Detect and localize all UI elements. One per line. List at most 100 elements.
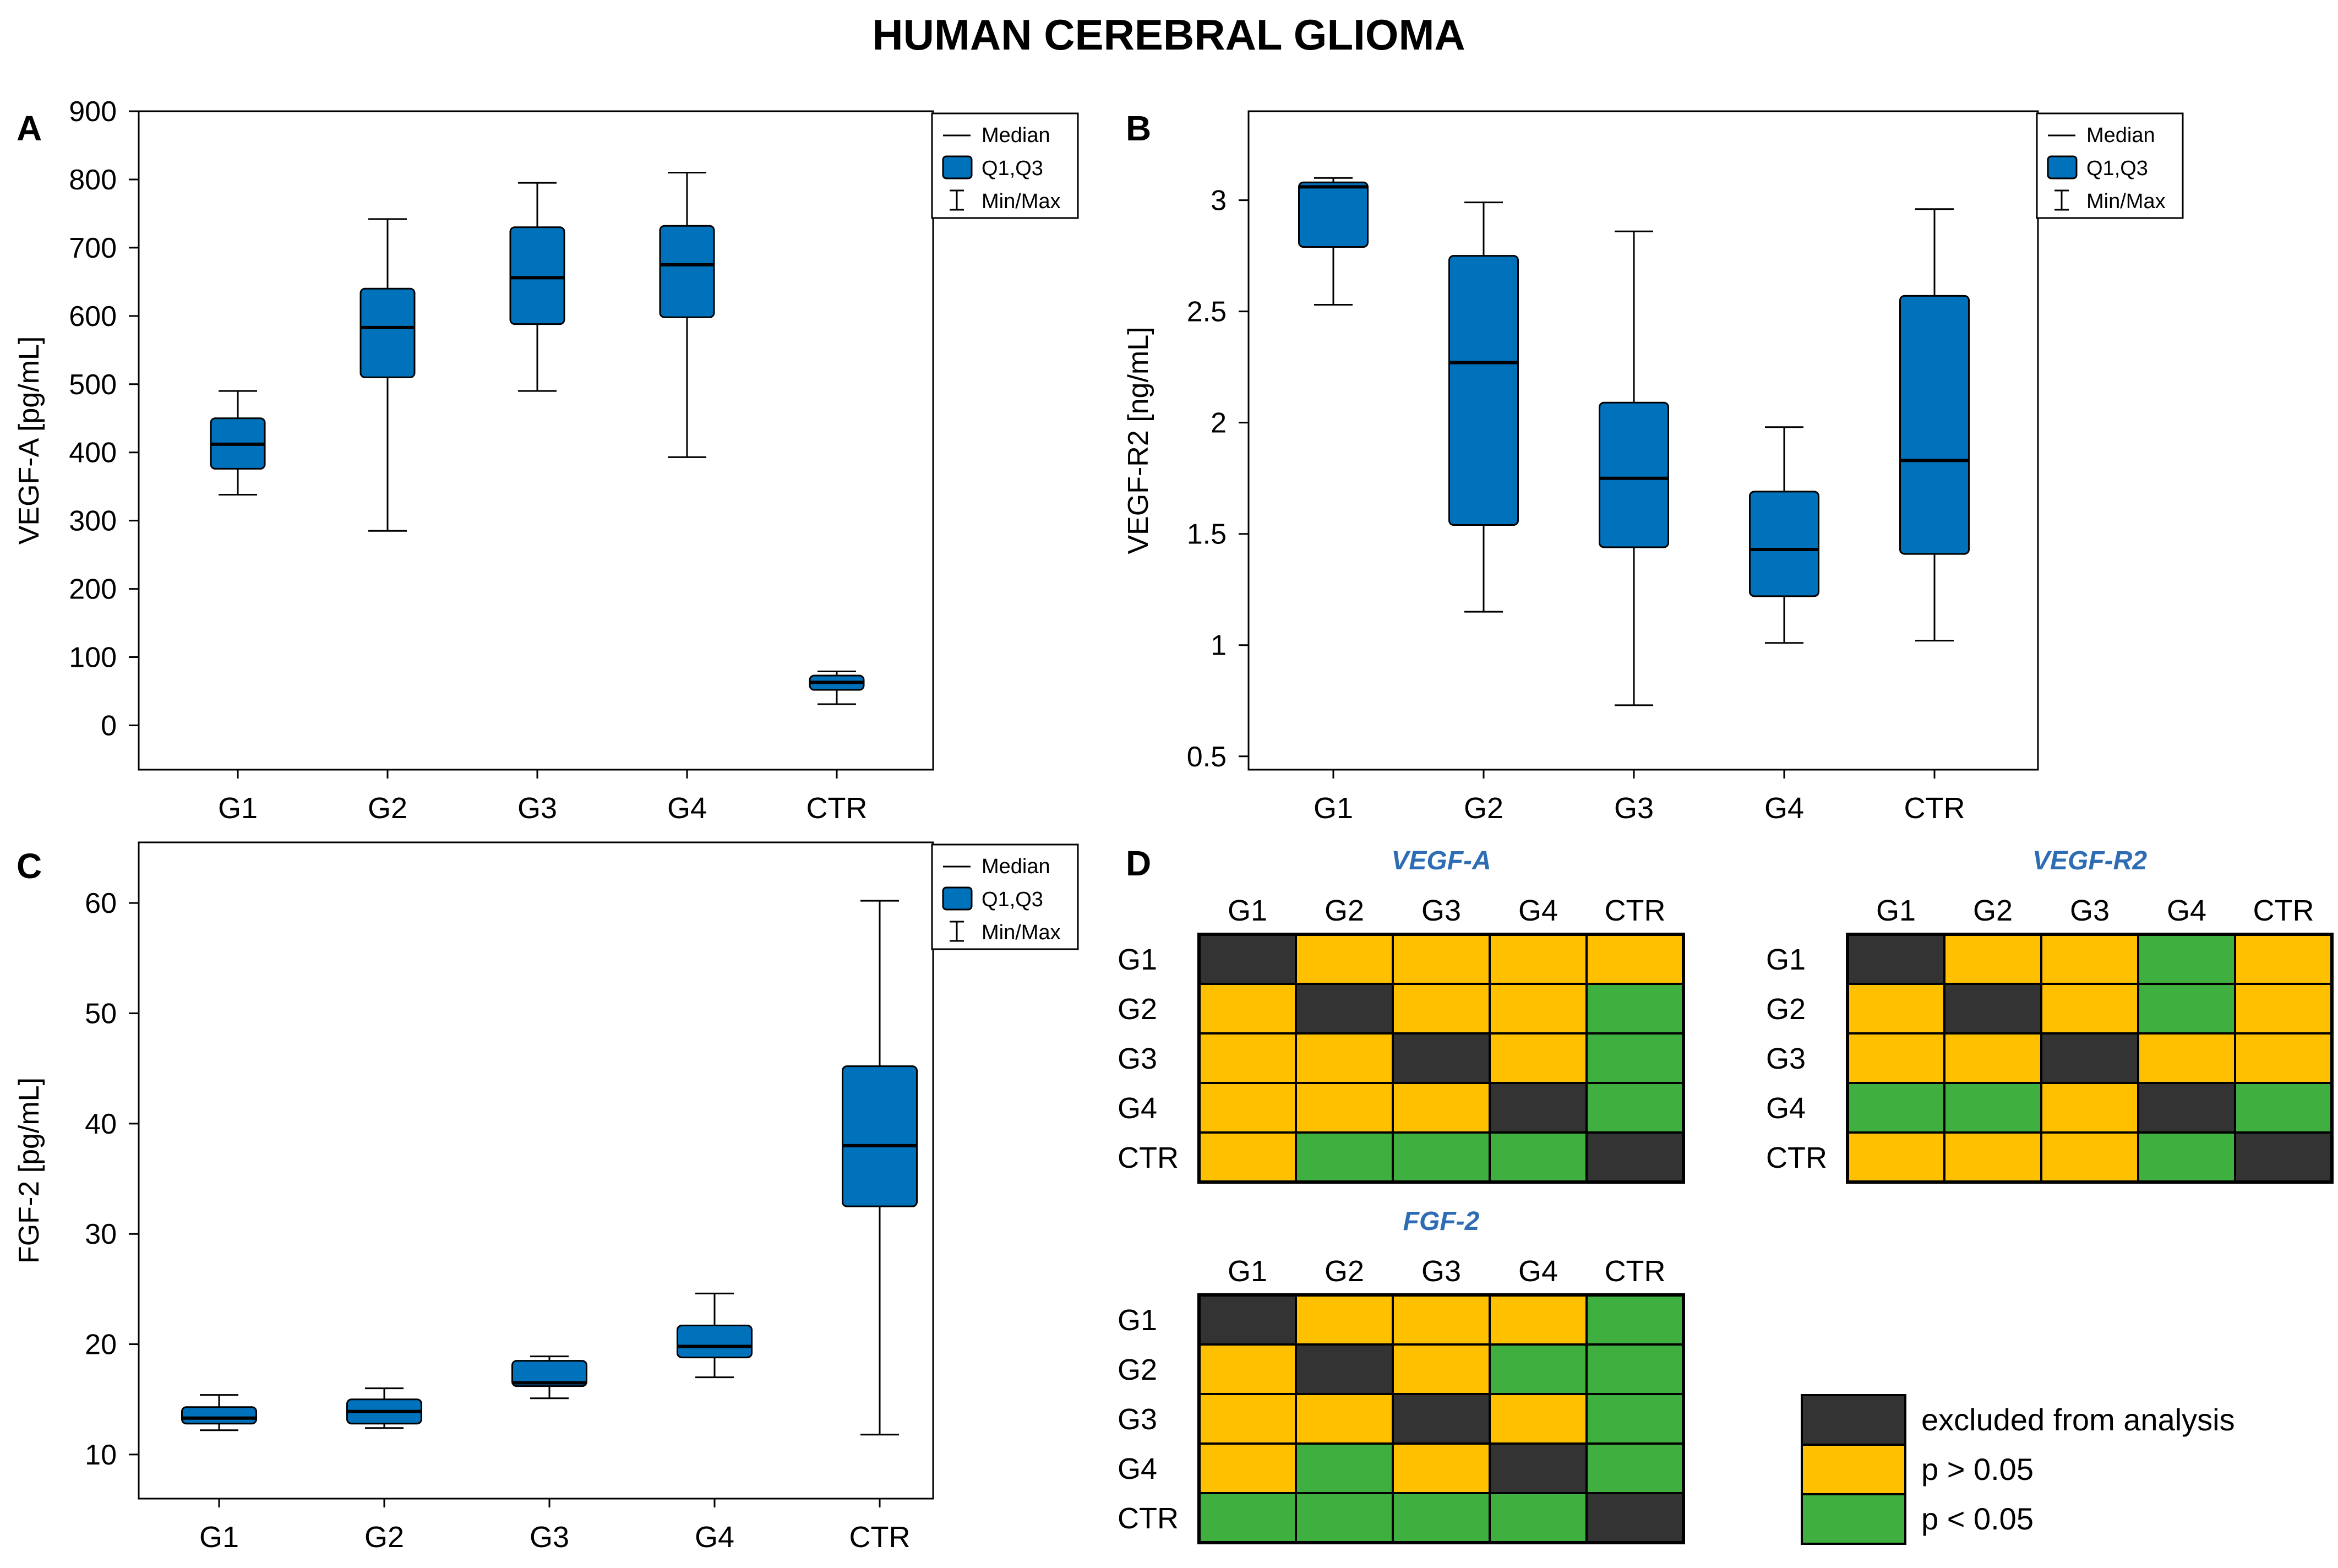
heatmap-column-label: G1 [1876, 894, 1916, 927]
heatmap-column-label: G2 [1325, 894, 1364, 927]
heatmap-column-label: G2 [1973, 894, 2013, 927]
iqr-box [842, 1065, 918, 1207]
heatmap-cell [1392, 983, 1491, 1035]
heatmap-cell [1392, 1442, 1491, 1494]
heatmap-cell [1585, 1294, 1685, 1346]
x-tick-label: G1 [1314, 792, 1353, 825]
y-tick-label: 3 [1211, 185, 1227, 217]
y-tick-label: 100 [69, 642, 117, 674]
y-axis-label: VEGF-A [pg/mL] [13, 336, 45, 545]
y-tick-label: 50 [85, 998, 117, 1030]
plot-frame [138, 110, 934, 771]
panel-d: D VEGF-A G1 G2 G3 G4 CTR G1 G2 G3 G4 CTR VEGF-R2 G1 G2… [1118, 843, 2334, 1545]
legend-quartile-label: Q1,Q3 [982, 888, 1043, 911]
panel-label: A [17, 108, 42, 148]
iqr-box [1448, 255, 1519, 526]
heatmap-cell [1392, 1393, 1491, 1445]
x-tick-label: G2 [368, 792, 407, 825]
heatmap-cell [1489, 1294, 1588, 1346]
heatmap-cell [1198, 933, 1297, 985]
heatmap-column-label: G3 [2070, 894, 2110, 927]
heatmap-cell [1943, 1032, 2042, 1084]
x-tick-label: G1 [199, 1521, 239, 1554]
legend-swatch-sig [1801, 1493, 1906, 1545]
heatmap-cell [1198, 1492, 1297, 1544]
iqr-box [659, 225, 715, 318]
y-tick-label: 1.5 [1187, 519, 1227, 551]
heatmap-cell [2137, 983, 2236, 1035]
y-tick-label: 900 [69, 96, 117, 128]
heatmap-cell [1489, 1032, 1588, 1084]
heatmap-cell [1489, 983, 1588, 1035]
heatmap-cell [1295, 1442, 1394, 1494]
heatmap-cell [1585, 1343, 1685, 1395]
legend-swatch-ns [1801, 1444, 1906, 1495]
heatmap-cell [1489, 1343, 1588, 1395]
x-tick-label: G4 [1764, 792, 1804, 825]
legend-minmax-label: Min/Max [982, 921, 1061, 944]
legend-label-sig: p < 0.05 [1921, 1501, 2034, 1536]
x-tick-label: CTR [849, 1521, 911, 1554]
legend-quartile-icon [942, 886, 973, 911]
heatmap-column-label: G4 [1518, 1255, 1558, 1288]
heatmap-row-label: G3 [1118, 1042, 1157, 1075]
heatmap-cell [1198, 1294, 1297, 1346]
heatmap-cell [1198, 1442, 1297, 1494]
y-tick-label: 2 [1211, 407, 1227, 439]
heatmap-row-label: G1 [1118, 1304, 1157, 1337]
heatmap-cell [1585, 1442, 1685, 1494]
y-tick-label: 1 [1211, 630, 1227, 662]
heatmap-cell [2137, 1131, 2236, 1183]
heatmap-cell [2137, 1032, 2236, 1084]
iqr-box [181, 1406, 257, 1425]
heatmap-cell [1295, 1294, 1394, 1346]
heatmap-cell [1846, 1032, 1945, 1084]
heatmap-column-label: CTR [1605, 894, 1666, 927]
heatmap-cell [2040, 983, 2139, 1035]
heatmap-cell [1585, 1032, 1685, 1084]
heatmap-cell [1295, 1032, 1394, 1084]
legend-quartile-icon [2047, 155, 2078, 179]
heatmap-cell [1489, 1131, 1588, 1183]
heatmap-cell [1585, 1131, 1685, 1183]
y-tick-label: 0.5 [1187, 741, 1227, 773]
x-tick-label: G2 [1464, 792, 1503, 825]
figure-title: HUMAN CEREBRAL GLIOMA [872, 10, 1465, 59]
heatmap-cell [1846, 933, 1945, 985]
heatmap-cell [2234, 933, 2333, 985]
heatmap-cell [1198, 1131, 1297, 1183]
heatmap-cell [2234, 1082, 2333, 1134]
x-tick-label: G3 [530, 1521, 569, 1554]
legend-quartile-icon [942, 155, 973, 179]
heatmap-row-label: CTR [1118, 1502, 1179, 1535]
panel-a: A 0 100 200 300 400 500 600 700 800 900 VEGF-A [pg/… [13, 96, 1079, 825]
x-tick-label: G3 [1614, 792, 1654, 825]
panel-label: C [17, 846, 42, 886]
iqr-box [1599, 401, 1669, 548]
heatmap-cell [1489, 1393, 1588, 1445]
heatmap-column-label: G1 [1228, 894, 1267, 927]
heatmap-cell [2137, 1082, 2236, 1134]
heatmap-row-label: G2 [1766, 993, 1806, 1026]
heatmap-column-label: CTR [1605, 1255, 1666, 1288]
heatmap-cell [1295, 1343, 1394, 1395]
legend-quartile-label: Q1,Q3 [982, 157, 1043, 180]
y-tick-label: 10 [85, 1439, 117, 1471]
iqr-box [1298, 181, 1369, 248]
heatmap-cell [1489, 1082, 1588, 1134]
heatmap-row-label: G4 [1766, 1092, 1806, 1125]
heatmap-row-label: G2 [1118, 993, 1157, 1026]
x-tick-label: G2 [364, 1521, 404, 1554]
y-tick-label: 600 [69, 301, 117, 333]
heatmap-cell [1943, 1082, 2042, 1134]
heatmap-title: VEGF-R2 [2032, 846, 2147, 875]
heatmap-cell [1943, 983, 2042, 1035]
x-tick-label: CTR [1904, 792, 1965, 825]
heatmap-cell [1198, 1343, 1297, 1395]
heatmap-cell [1392, 1492, 1491, 1544]
heatmap-cell [1392, 1343, 1491, 1395]
heatmap-border [1197, 1293, 1685, 1544]
heatmap-cell [1846, 983, 1945, 1035]
panel-b: B 0.5 1 1.5 2 2.5 3 VEGF-R2 [ng/mL] G1 G2 G3 G4 CTR M… [1122, 108, 2184, 825]
